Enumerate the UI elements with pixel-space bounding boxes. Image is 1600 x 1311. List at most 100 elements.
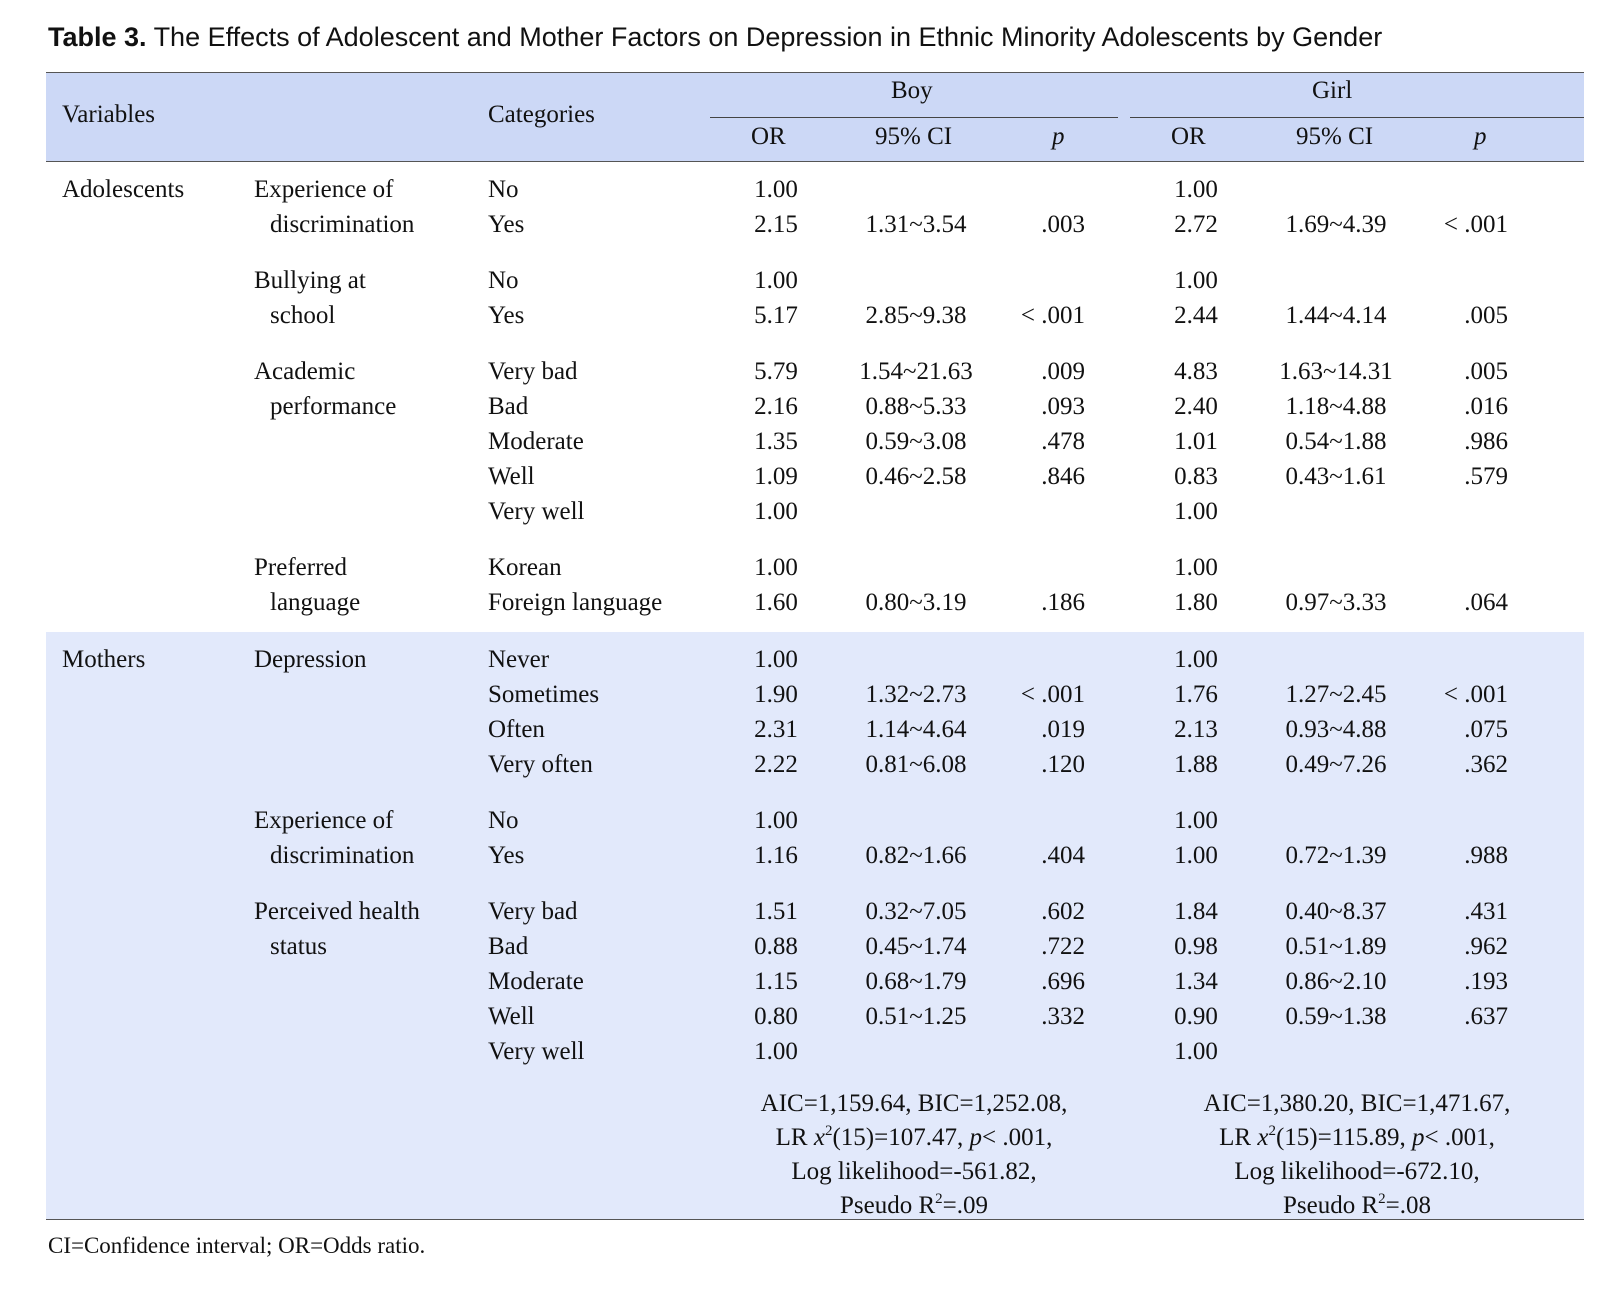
girl-ci-cell: 0.40~8.37 — [1285, 898, 1387, 925]
category-cell: Korean — [488, 554, 562, 581]
factor-label-cont: performance — [270, 393, 397, 420]
girl-ci-cell: 1.18~4.88 — [1285, 393, 1387, 420]
boy-ci-cell: 0.81~6.08 — [865, 751, 967, 778]
model-fit-girl: AIC=1,380.20, BIC=1,471.67, LR x2(15)=11… — [1130, 1087, 1584, 1223]
table-row: Sometimes 1.90 1.32~2.73 < .001 1.76 1.27~2.4… — [46, 679, 1584, 714]
boy-aic-bic: AIC=1,159.64, BIC=1,252.08, — [760, 1090, 1068, 1117]
girl-ci-cell: 0.86~2.10 — [1285, 968, 1387, 995]
boy-ci-cell: 0.68~1.79 — [865, 968, 967, 995]
boy-or-cell: 1.00 — [754, 554, 798, 581]
girl-p-cell: < .001 — [1443, 211, 1508, 238]
boy-p-cell: .003 — [1041, 211, 1085, 238]
girl-ci-cell: 1.27~2.45 — [1285, 681, 1387, 708]
girl-or-cell: 1.00 — [1174, 498, 1218, 525]
factor-block: Preferred Korean 1.00 1.00 language Foreign l… — [46, 552, 1584, 622]
boy-ci-cell: 0.80~3.19 — [865, 589, 967, 616]
girl-p-cell: .362 — [1464, 751, 1508, 778]
category-cell: Bad — [488, 933, 529, 960]
boy-log-likelihood: Log likelihood=-561.82, — [791, 1158, 1037, 1185]
table-row: Very well 1.00 1.00 — [46, 1036, 1584, 1071]
boy-p-cell: .332 — [1041, 1003, 1085, 1030]
category-cell: Moderate — [488, 968, 584, 995]
girl-ci-cell: 0.93~4.88 — [1285, 716, 1387, 743]
category-cell: Very well — [488, 498, 585, 525]
girl-ci-cell: 0.59~1.38 — [1285, 1003, 1387, 1030]
factor-label: Experience of — [254, 176, 394, 203]
table-row: Very well 1.00 1.00 — [46, 496, 1584, 531]
category-cell: Very bad — [488, 898, 578, 925]
factor-label-cont: school — [270, 302, 336, 329]
category-cell: Very often — [488, 751, 593, 778]
girl-or-cell: 1.84 — [1174, 898, 1218, 925]
girl-or-cell: 1.00 — [1174, 842, 1218, 869]
girl-p-cell: .637 — [1464, 1003, 1508, 1030]
boy-or-cell: 1.60 — [754, 589, 798, 616]
table-row: Perceived health Very bad 1.51 0.32~7.05 .60… — [46, 896, 1584, 931]
factor-block: Mothers Depression Never 1.00 1.00 Sometimes 1… — [46, 644, 1584, 784]
table-footnote: CI=Confidence interval; OR=Odds ratio. — [48, 1233, 426, 1258]
factor-label: Academic — [254, 358, 356, 385]
boy-p-cell: .478 — [1041, 428, 1085, 455]
girl-or-cell: 0.83 — [1174, 463, 1218, 490]
model-fit-boy: AIC=1,159.64, BIC=1,252.08, LR x2(15)=10… — [710, 1087, 1118, 1223]
table-row: Moderate 1.35 0.59~3.08 .478 1.01 0.54~1.88 .9… — [46, 426, 1584, 461]
table-row: school Yes 5.17 2.85~9.38 < .001 2.44 1.44~4.1… — [46, 300, 1584, 335]
boy-ci-cell: 1.54~21.63 — [859, 358, 973, 385]
girl-p-cell: .988 — [1464, 842, 1508, 869]
boy-or-cell: 1.09 — [754, 463, 798, 490]
girl-group-rule — [1130, 117, 1584, 118]
header-girl-p: p — [1474, 123, 1487, 150]
table-row: Very often 2.22 0.81~6.08 .120 1.88 0.49~7.26… — [46, 749, 1584, 784]
girl-aic-bic: AIC=1,380.20, BIC=1,471.67, — [1203, 1090, 1511, 1117]
table-row: Mothers Depression Never 1.00 1.00 — [46, 644, 1584, 679]
boy-group-rule — [710, 117, 1118, 118]
boy-p-cell: .019 — [1041, 716, 1085, 743]
boy-p-cell: .093 — [1041, 393, 1085, 420]
header-boy-p: p — [1052, 123, 1065, 150]
boy-ci-cell: 0.82~1.66 — [865, 842, 967, 869]
table-row: status Bad 0.88 0.45~1.74 .722 0.98 0.51~1.89.… — [46, 931, 1584, 966]
category-cell: Often — [488, 716, 545, 743]
boy-or-cell: 0.88 — [754, 933, 798, 960]
factor-label-cont: discrimination — [270, 842, 415, 869]
header-boy: Boy — [891, 77, 933, 104]
table-row: Preferred Korean 1.00 1.00 — [46, 552, 1584, 587]
header-variables: Variables — [62, 101, 156, 128]
girl-or-cell: 1.00 — [1174, 554, 1218, 581]
boy-p-cell: .602 — [1041, 898, 1085, 925]
results-table: Variables Categories Boy Girl OR 95% CI … — [46, 72, 1584, 1220]
table-title: The Effects of Adolescent and Mother Fac… — [153, 22, 1383, 52]
boy-or-cell: 2.22 — [754, 751, 798, 778]
girl-p-cell: .986 — [1464, 428, 1508, 455]
boy-ci-cell: 0.88~5.33 — [865, 393, 967, 420]
girl-p-cell: .005 — [1464, 302, 1508, 329]
table-row: performance Bad 2.16 0.88~5.33 .093 2.40 1.18~… — [46, 391, 1584, 426]
girl-or-cell: 2.72 — [1174, 211, 1218, 238]
header-categories: Categories — [488, 101, 595, 128]
boy-or-cell: 1.16 — [754, 842, 798, 869]
boy-or-cell: 1.00 — [754, 176, 798, 203]
girl-or-cell: 1.80 — [1174, 589, 1218, 616]
girl-p-cell: < .001 — [1443, 681, 1508, 708]
boy-p-cell: .009 — [1041, 358, 1085, 385]
factor-label-cont: discrimination — [270, 211, 415, 238]
boy-ci-cell: 0.59~3.08 — [865, 428, 967, 455]
girl-or-cell: 0.98 — [1174, 933, 1218, 960]
header-girl-ci: 95% CI — [1296, 123, 1374, 150]
girl-or-cell: 1.00 — [1174, 646, 1218, 673]
table-row: Academic Very bad 5.79 1.54~21.63 .009 4.83 1.… — [46, 356, 1584, 391]
table-header: Variables Categories Boy Girl OR 95% CI … — [46, 72, 1584, 162]
table-row: language Foreign language 1.60 0.80~3.19 .18… — [46, 587, 1584, 622]
girl-ci-cell: 1.63~14.31 — [1279, 358, 1393, 385]
section-adolescents: Adolescents Experience of No 1.00 1.00 discri… — [46, 162, 1584, 632]
category-cell: Bad — [488, 393, 529, 420]
header-girl-or: OR — [1171, 123, 1206, 150]
table-row: Experience of No 1.00 1.00 — [46, 805, 1584, 840]
factor-block: Academic Very bad 5.79 1.54~21.63 .009 4.83 1.… — [46, 356, 1584, 531]
category-cell: Yes — [488, 842, 525, 869]
table-caption: Table 3. The Effects of Adolescent and M… — [48, 22, 1382, 53]
header-girl: Girl — [1312, 77, 1353, 104]
girl-or-cell: 1.01 — [1174, 428, 1218, 455]
table-row: discrimination Yes 1.16 0.82~1.66 .404 1.00 0.… — [46, 840, 1584, 875]
boy-or-cell: 2.31 — [754, 716, 798, 743]
